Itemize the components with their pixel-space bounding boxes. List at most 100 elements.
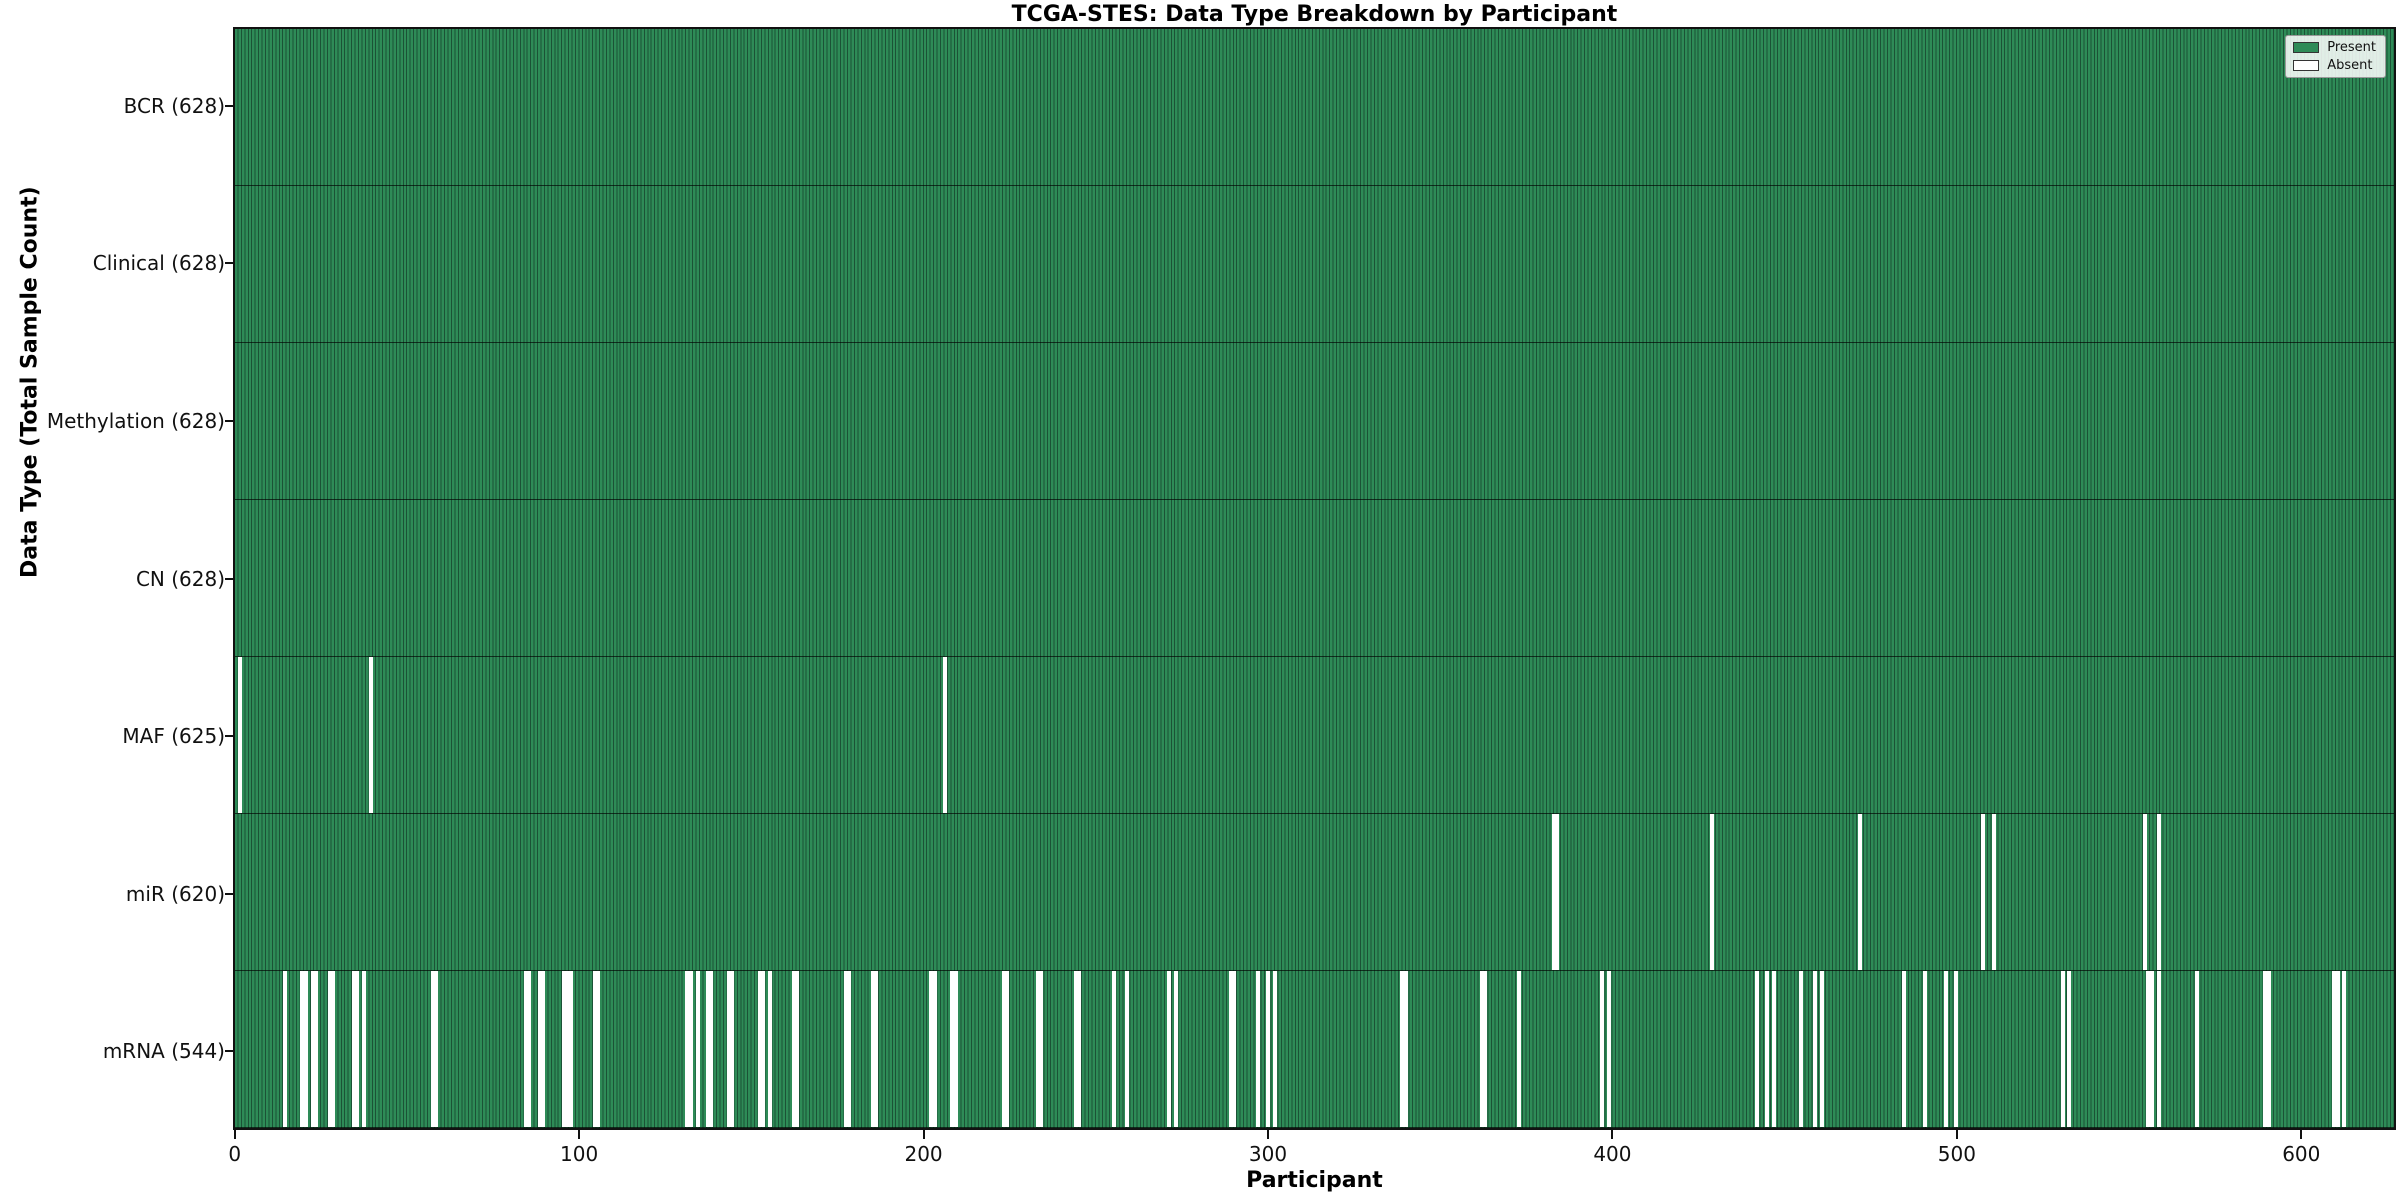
absent-gap: [2335, 971, 2340, 1127]
absent-gap: [2332, 971, 2337, 1127]
absent-gap: [874, 971, 879, 1127]
legend-item-absent: Absent: [2293, 59, 2376, 72]
y-tick-label-BCR: BCR (628): [123, 93, 225, 118]
x-tick-mark: [1955, 1130, 1958, 1139]
y-tick-mark: [225, 1050, 233, 1053]
legend: Present Absent: [2285, 35, 2386, 78]
x-tick-label-200: 200: [904, 1142, 943, 1166]
absent-gap: [1111, 971, 1116, 1127]
absent-gap: [331, 971, 336, 1127]
y-tick-mark: [225, 892, 233, 895]
absent-gap: [950, 971, 955, 1127]
absent-gap: [1599, 971, 1604, 1127]
absent-gap: [1266, 971, 1271, 1127]
absent-gap: [369, 657, 374, 813]
row-MAF: [235, 657, 2394, 814]
absent-gap: [709, 971, 714, 1127]
absent-gap: [795, 971, 800, 1127]
absent-gap: [871, 971, 876, 1127]
absent-gap: [1812, 971, 1818, 1127]
absent-gap: [932, 971, 937, 1127]
absent-gap: [1923, 971, 1928, 1127]
absent-gap: [953, 971, 958, 1127]
absent-gap: [362, 971, 367, 1127]
x-tick-label-600: 600: [2282, 1142, 2321, 1166]
absent-gap: [1551, 814, 1556, 970]
y-tick-mark: [225, 419, 233, 422]
absent-gap: [283, 971, 288, 1127]
absent-gap: [1991, 814, 1996, 970]
absent-gap: [568, 971, 573, 1127]
absent-gap: [1902, 971, 1907, 1127]
absent-gap: [527, 971, 532, 1127]
absent-gap: [561, 971, 566, 1127]
absent-gap: [2060, 971, 2065, 1127]
absent-gap: [434, 971, 439, 1127]
absent-gap: [767, 971, 772, 1127]
absent-gap: [1001, 971, 1006, 1127]
absent-gap: [943, 657, 948, 813]
absent-gap: [726, 971, 731, 1127]
row-mRNA: [235, 971, 2394, 1128]
absent-gap: [1005, 971, 1010, 1127]
absent-gap: [592, 971, 597, 1127]
absent-gap: [1400, 971, 1405, 1127]
x-axis-title: Participant: [1246, 1168, 1383, 1193]
legend-swatch-absent: [2293, 60, 2320, 71]
absent-gap: [2143, 814, 2148, 970]
row-Clinical: [235, 186, 2394, 343]
legend-label: Absent: [2327, 58, 2373, 73]
y-tick-label-mRNA: mRNA (544): [102, 1039, 225, 1064]
absent-gap: [2156, 814, 2161, 970]
x-tick-label-100: 100: [560, 1142, 599, 1166]
absent-gap: [730, 971, 735, 1127]
y-tick-label-Methylation: Methylation (628): [46, 408, 225, 433]
absent-gap: [2146, 971, 2151, 1127]
absent-gap: [1709, 814, 1714, 970]
absent-gap: [688, 971, 693, 1127]
absent-gap: [1479, 971, 1484, 1127]
x-tick-label-0: 0: [228, 1142, 242, 1166]
absent-gap: [1273, 971, 1278, 1127]
absent-gap: [2342, 971, 2347, 1127]
x-tick-label-300: 300: [1248, 1142, 1288, 1166]
absent-gap: [1981, 814, 1986, 970]
absent-gap: [1754, 971, 1759, 1127]
absent-gap: [843, 971, 848, 1127]
x-tick-mark: [233, 1130, 236, 1139]
x-tick-mark: [922, 1130, 925, 1139]
absent-gap: [310, 971, 315, 1127]
absent-gap: [355, 971, 360, 1127]
absent-gap: [1606, 971, 1611, 1127]
absent-gap: [303, 971, 308, 1127]
row-BCR: [235, 29, 2394, 186]
absent-gap: [1073, 971, 1078, 1127]
absent-gap: [1482, 971, 1487, 1127]
absent-gap: [1173, 971, 1178, 1127]
y-tick-mark: [225, 577, 233, 580]
y-tick-mark: [225, 262, 233, 265]
absent-gap: [2067, 971, 2072, 1127]
absent-gap: [2194, 971, 2199, 1127]
x-tick-label-400: 400: [1593, 1142, 1632, 1166]
y-tick-label-Clinical: Clinical (628): [92, 251, 225, 276]
x-tick-mark: [2300, 1130, 2303, 1139]
absent-gap: [595, 971, 600, 1127]
absent-gap: [1517, 971, 1522, 1127]
absent-gap: [705, 971, 711, 1127]
x-tick-mark: [1611, 1130, 1614, 1139]
absent-gap: [523, 971, 528, 1127]
row-miR: [235, 814, 2394, 971]
absent-gap: [1771, 971, 1776, 1127]
absent-gap: [2266, 971, 2271, 1127]
y-axis-title: Data Type (Total Sample Count): [17, 186, 43, 578]
legend-label: Present: [2327, 40, 2376, 55]
y-tick-label-MAF: MAF (625): [122, 724, 225, 749]
absent-gap: [2263, 971, 2268, 1127]
absent-gap: [1256, 971, 1261, 1127]
absent-gap: [300, 971, 305, 1127]
absent-gap: [1403, 971, 1408, 1127]
absent-gap: [351, 971, 356, 1127]
absent-gap: [565, 971, 570, 1127]
